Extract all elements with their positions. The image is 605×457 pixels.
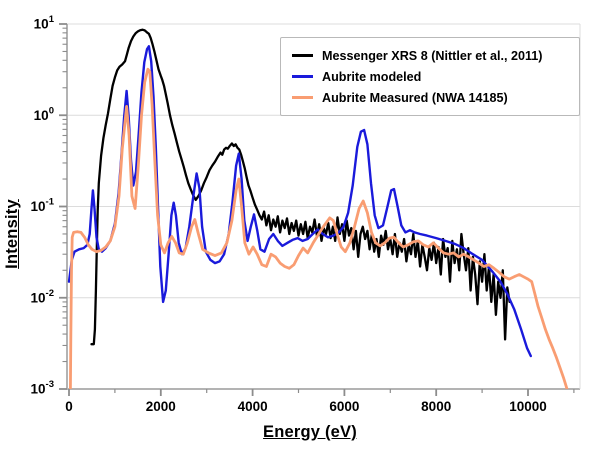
series-line-2 [69,67,569,389]
x-tick-label: 8000 [421,399,451,414]
y-tick-label: 101 [34,14,55,32]
legend-item-2: Aubrite Measured (NWA 14185) [292,87,571,108]
legend-label: Aubrite Measured (NWA 14185) [322,90,508,105]
series-line-0 [90,28,511,346]
legend: Messenger XRS 8 (Nittler et al., 2011) Au… [280,37,580,116]
x-axis-label: Energy (eV) [263,423,357,441]
x-tick-label: 10000 [509,399,547,414]
legend-item-0: Messenger XRS 8 (Nittler et al., 2011) [292,45,571,66]
x-tick-label: 0 [65,399,73,414]
y-tick-label: 100 [34,105,54,123]
legend-item-1: Aubrite modeled [292,66,571,87]
legend-label: Aubrite modeled [322,69,422,84]
series-group [67,28,569,389]
y-tick-label: 10-2 [31,288,54,306]
y-tick-label: 10-1 [31,197,55,215]
x-tick-label: 4000 [238,399,268,414]
x-tick-label: 2000 [146,399,176,414]
y-tick-label: 10-3 [31,379,54,397]
legend-line-swatch [292,75,313,78]
series-line-1 [67,45,532,358]
x-tick-label: 6000 [329,399,359,414]
legend-line-swatch [292,96,313,99]
legend-label: Messenger XRS 8 (Nittler et al., 2011) [322,48,543,63]
y-axis-label: Intensity [3,199,21,269]
legend-line-swatch [292,54,313,57]
